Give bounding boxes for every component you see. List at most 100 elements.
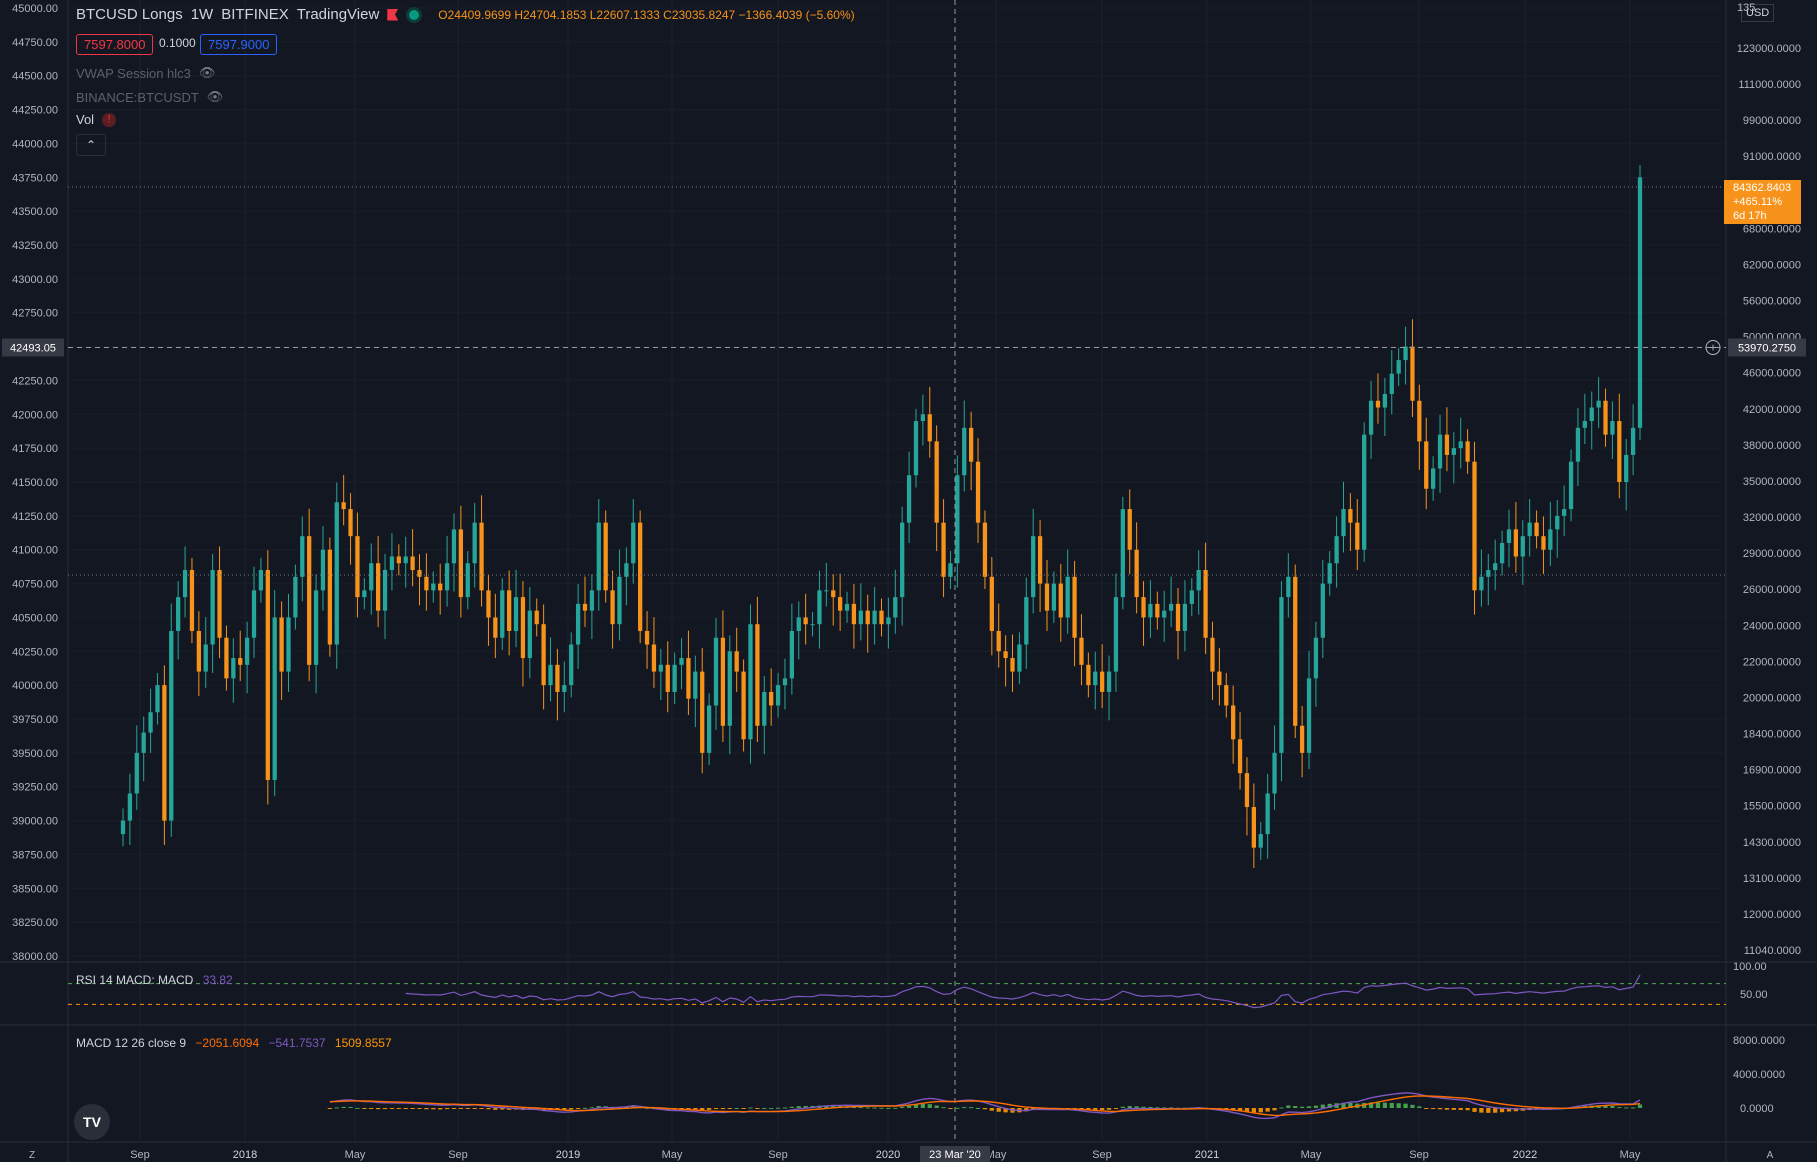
candle-body[interactable] [520, 597, 526, 659]
candle-body[interactable] [1272, 752, 1277, 794]
candle-body[interactable] [1113, 597, 1119, 672]
candle-body[interactable] [789, 630, 794, 679]
candle-body[interactable] [451, 529, 457, 564]
interval-label[interactable]: 1W [190, 6, 214, 23]
candle-body[interactable] [1168, 603, 1174, 611]
candle-body[interactable] [775, 685, 781, 706]
candle-body[interactable] [927, 414, 932, 442]
candle-body[interactable] [1382, 393, 1388, 408]
candle-body[interactable] [307, 536, 312, 665]
quantity-box[interactable]: 0.1000 [159, 36, 196, 50]
candle-body[interactable] [1293, 576, 1298, 726]
candle-body[interactable] [258, 570, 264, 591]
candle-body[interactable] [1637, 177, 1643, 428]
candle-body[interactable] [638, 522, 643, 631]
candle-body[interactable] [313, 590, 319, 665]
candle-body[interactable] [624, 563, 629, 577]
candle-body[interactable] [1217, 671, 1222, 686]
candle-body[interactable] [362, 590, 367, 598]
currency-selector[interactable]: USD [1741, 4, 1775, 22]
indicator-binance[interactable]: BINANCE:BTCUSDT 👁︎ [76, 89, 223, 105]
candle-body[interactable] [1093, 671, 1098, 686]
candle-body[interactable] [300, 536, 305, 577]
candle-body[interactable] [1086, 664, 1091, 686]
candle-body[interactable] [403, 556, 408, 564]
symbol-title[interactable]: BTCUSD Longs [76, 6, 183, 23]
candle-body[interactable] [444, 563, 450, 591]
candle-body[interactable] [1044, 583, 1050, 611]
candle-body[interactable] [1237, 739, 1243, 774]
candle-body[interactable] [1403, 346, 1408, 361]
candle-body[interactable] [686, 658, 691, 699]
candle-body[interactable] [1375, 400, 1381, 408]
candle-body[interactable] [382, 570, 388, 611]
candle-body[interactable] [1575, 427, 1581, 462]
eye-hidden-icon[interactable]: 👁︎ [198, 65, 216, 80]
candle-body[interactable] [431, 583, 436, 591]
candle-body[interactable] [1313, 637, 1319, 679]
candle-body[interactable] [1299, 725, 1305, 753]
candle-body[interactable] [644, 630, 650, 645]
candle-body[interactable] [672, 664, 677, 692]
candle-body[interactable] [238, 658, 243, 665]
candle-body[interactable] [1451, 448, 1456, 455]
candle-body[interactable] [1286, 576, 1291, 598]
candle-body[interactable] [465, 563, 470, 598]
candle-body[interactable] [1127, 509, 1132, 550]
candle-body[interactable] [969, 427, 974, 462]
candle-body[interactable] [1031, 536, 1036, 598]
candle-body[interactable] [1003, 651, 1008, 659]
candle-body[interactable] [651, 644, 657, 672]
candle-body[interactable] [1065, 576, 1070, 618]
candle-body[interactable] [1410, 346, 1415, 401]
candle-body[interactable] [369, 563, 374, 591]
candle-body[interactable] [865, 610, 870, 625]
candle-body[interactable] [320, 549, 326, 591]
candle-body[interactable] [1617, 421, 1622, 482]
candle-body[interactable] [720, 637, 726, 726]
candle-body[interactable] [182, 570, 188, 598]
eye-hidden-icon[interactable]: 👁︎ [206, 89, 224, 104]
candle-body[interactable] [727, 651, 732, 726]
candle-body[interactable] [327, 549, 333, 645]
candle-body[interactable] [1244, 773, 1250, 808]
candle-body[interactable] [1555, 515, 1560, 530]
candle-body[interactable] [665, 664, 670, 692]
buy-price-box[interactable]: 7597.9000 [200, 34, 278, 55]
candle-body[interactable] [1231, 705, 1236, 740]
candle-body[interactable] [189, 570, 195, 631]
candle-body[interactable] [1417, 400, 1422, 442]
candle-body[interactable] [1148, 603, 1153, 618]
candle-body[interactable] [1541, 536, 1546, 550]
indicator-vol[interactable]: Vol ! [76, 112, 117, 127]
candle-body[interactable] [1334, 536, 1339, 564]
add-alert-icon[interactable] [1705, 340, 1721, 356]
candle-body[interactable] [906, 475, 912, 523]
candle-body[interactable] [500, 590, 505, 638]
candle-body[interactable] [527, 610, 532, 659]
candle-body[interactable] [734, 651, 739, 672]
candle-body[interactable] [610, 590, 615, 625]
tradingview-logo-icon[interactable]: TV [74, 1104, 110, 1140]
candle-body[interactable] [141, 732, 146, 753]
candle-body[interactable] [1189, 590, 1194, 604]
candle-body[interactable] [858, 610, 863, 625]
warning-icon[interactable]: ! [102, 112, 117, 127]
candle-body[interactable] [589, 590, 595, 611]
candle-body[interactable] [941, 522, 946, 577]
candle-body[interactable] [1389, 373, 1394, 394]
candle-body[interactable] [1258, 834, 1263, 848]
candle-body[interactable] [272, 617, 277, 780]
candle-body[interactable] [575, 603, 581, 645]
candle-body[interactable] [913, 421, 919, 476]
candle-body[interactable] [1141, 597, 1146, 618]
candle-body[interactable] [1251, 807, 1256, 848]
candle-body[interactable] [700, 671, 705, 753]
candle-body[interactable] [631, 522, 636, 564]
candle-body[interactable] [1100, 671, 1105, 692]
candle-body[interactable] [900, 522, 905, 598]
candle-body[interactable] [1079, 637, 1084, 665]
candle-body[interactable] [1106, 671, 1112, 692]
candle-body[interactable] [955, 475, 960, 564]
candle-body[interactable] [162, 685, 167, 821]
